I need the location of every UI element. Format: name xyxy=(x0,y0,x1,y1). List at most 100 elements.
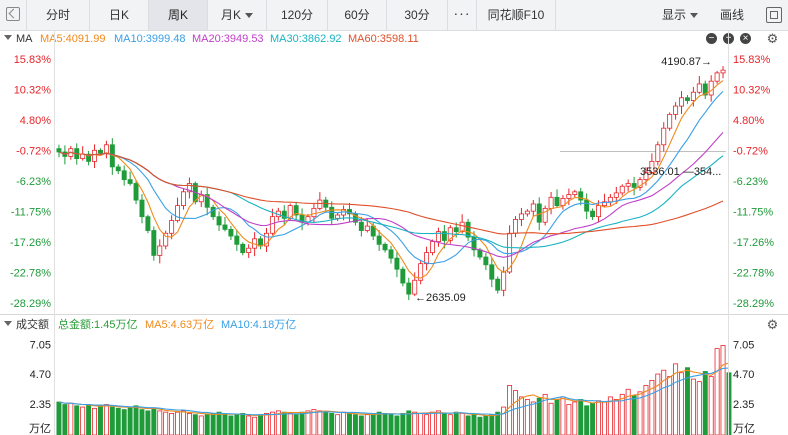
volume-bar xyxy=(74,405,80,435)
ma10-label: MA10:3999.48 xyxy=(114,33,186,45)
indicator-name[interactable]: MA xyxy=(16,33,33,45)
tab-label: 120分 xyxy=(280,8,314,22)
volume-bar xyxy=(471,414,477,435)
y-tick-right: -28.29% xyxy=(733,298,774,310)
chevron-down-icon xyxy=(245,13,253,19)
candle-up xyxy=(572,191,578,195)
minus-icon[interactable]: − xyxy=(706,33,717,44)
candle-up xyxy=(459,221,465,233)
volume-bar xyxy=(127,406,133,435)
volume-bar xyxy=(228,415,234,435)
chevron-down-icon[interactable] xyxy=(4,35,12,40)
chevron-down-icon[interactable] xyxy=(4,321,12,326)
tab-30min[interactable]: 30分 xyxy=(387,0,448,30)
volume-bar xyxy=(299,411,305,435)
candle-up xyxy=(103,144,109,154)
maximize-icon[interactable] xyxy=(766,7,782,23)
volume-bar xyxy=(465,415,471,435)
candle-down xyxy=(358,221,364,231)
candle-up xyxy=(655,144,661,162)
volume-chart[interactable]: 7.05 7.05 4.70 4.70 2.35 2.35 万亿 万亿 xyxy=(0,333,788,435)
tab-label: 60分 xyxy=(344,8,370,22)
candle-up xyxy=(619,185,625,194)
volume-bar xyxy=(447,414,453,435)
candle-up xyxy=(637,179,643,188)
volume-bar xyxy=(352,414,358,435)
candle-up xyxy=(435,231,441,242)
tab-label: 30分 xyxy=(404,8,430,22)
gear-icon[interactable]: ⚙ xyxy=(766,317,779,332)
y-tick-right: 10.32% xyxy=(733,84,771,96)
volume-bar xyxy=(222,414,228,435)
volume-bar xyxy=(216,411,222,435)
candle-up xyxy=(690,91,696,101)
volume-bar xyxy=(305,410,311,435)
tab-intraday[interactable]: 分时 xyxy=(27,0,90,30)
volume-bar xyxy=(400,413,406,435)
display-menu[interactable]: 显示 xyxy=(654,0,706,30)
candle-up xyxy=(649,160,655,173)
volume-bar xyxy=(109,406,115,435)
volume-bar xyxy=(68,402,74,435)
volume-title[interactable]: 成交额 xyxy=(16,319,49,331)
ma60-line xyxy=(58,151,724,235)
volume-bar xyxy=(536,397,542,435)
volume-bar xyxy=(210,413,216,435)
tab-weekly-k[interactable]: 周K xyxy=(149,0,208,30)
volume-bar xyxy=(347,413,352,435)
volume-bar xyxy=(518,396,524,435)
y-tick-left: -6.23% xyxy=(16,176,51,188)
reference-line-label: 3536.01 —354... xyxy=(640,166,721,178)
volume-bar xyxy=(269,411,275,435)
candle-down xyxy=(388,249,394,259)
candlestick-chart[interactable]: 15.83% 15.83% 10.32% 10.32% 4.80% 4.80% -0.72%… xyxy=(0,48,788,313)
volume-bar xyxy=(631,395,637,435)
volume-bar xyxy=(530,401,536,435)
tab-60min[interactable]: 60分 xyxy=(328,0,387,30)
candle-up xyxy=(518,213,524,220)
candle-down xyxy=(56,148,62,153)
volume-bar xyxy=(151,407,157,435)
candle-down xyxy=(400,268,406,284)
candle-down xyxy=(554,196,560,207)
candle-up xyxy=(412,279,418,295)
more-dots-icon[interactable]: ··· xyxy=(453,5,471,21)
volume-bar xyxy=(696,381,702,435)
collapse-panel-button[interactable] xyxy=(0,0,27,30)
volume-bar xyxy=(424,414,430,435)
ma30-label: MA30:3862.92 xyxy=(270,33,342,45)
tab-monthly-k[interactable]: 月K xyxy=(208,0,267,30)
candle-up xyxy=(607,196,613,203)
volume-bar xyxy=(121,409,127,435)
candle-down xyxy=(133,183,139,201)
close-icon[interactable]: × xyxy=(740,33,751,44)
volume-bar xyxy=(430,411,435,435)
tab-f10[interactable]: 同花顺F10 xyxy=(476,0,556,30)
candle-down xyxy=(684,97,690,101)
y-tick-right: -22.78% xyxy=(733,267,774,279)
right-axis-divider xyxy=(728,30,729,435)
volume-bar xyxy=(335,414,341,435)
tab-daily-k[interactable]: 日K xyxy=(90,0,149,30)
display-label: 显示 xyxy=(661,8,686,22)
volume-bar xyxy=(649,379,655,435)
tab-120min[interactable]: 120分 xyxy=(267,0,328,30)
tab-label: 月K xyxy=(220,8,241,22)
price-panel-header: MA MA5:4091.99 MA10:3999.48 MA20:3949.53… xyxy=(0,31,788,47)
volume-bar xyxy=(596,400,601,435)
volume-bar xyxy=(311,409,317,435)
candle-down xyxy=(631,183,637,188)
gear-icon[interactable]: ⚙ xyxy=(766,31,779,46)
candle-up xyxy=(424,252,430,265)
candle-down xyxy=(441,231,447,241)
draw-line-button[interactable]: 画线 xyxy=(712,0,752,30)
volume-bar xyxy=(175,411,181,435)
y-tick-left: -11.75% xyxy=(11,206,51,218)
candle-up xyxy=(667,113,673,129)
volume-bar xyxy=(382,413,388,435)
candle-down xyxy=(228,228,234,237)
ma10-line xyxy=(58,91,724,265)
ma20-label: MA20:3949.53 xyxy=(192,33,264,45)
volume-bar xyxy=(246,415,252,435)
volume-y-tick-left: 4.70 xyxy=(30,369,51,381)
